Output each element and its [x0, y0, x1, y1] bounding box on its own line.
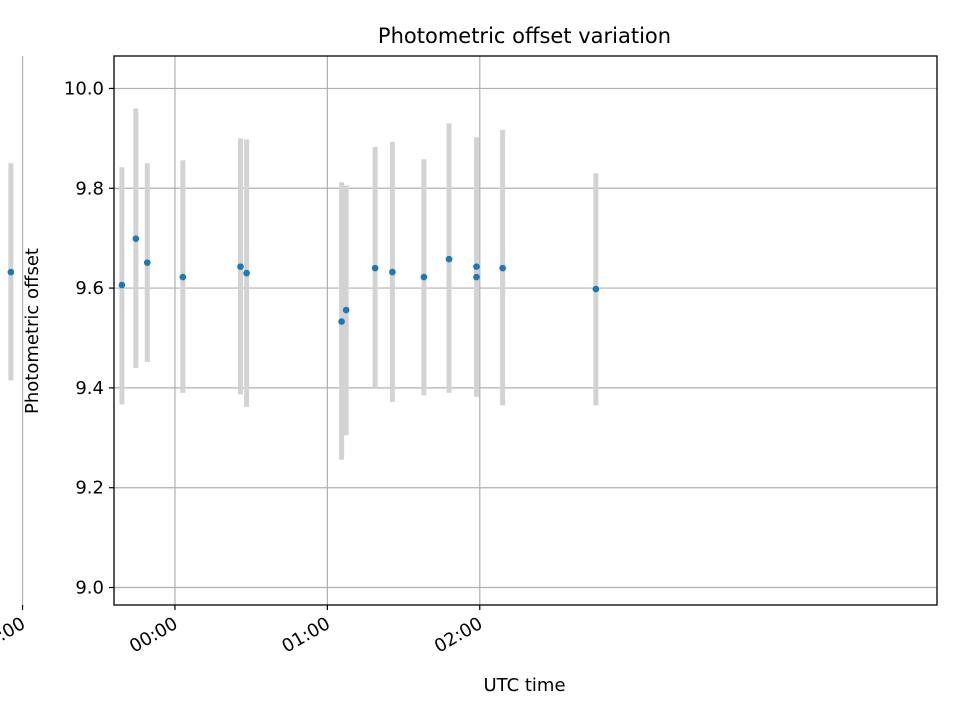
data-point	[371, 264, 379, 272]
data-point	[7, 268, 15, 276]
y-axis-title: Photometric offset	[22, 248, 43, 414]
y-tick-label: 9.6	[75, 278, 104, 299]
x-tick-label: 01:00	[278, 613, 333, 657]
y-tick-label: 10.0	[64, 78, 104, 99]
data-point	[118, 281, 126, 289]
data-point	[473, 263, 480, 270]
data-point	[143, 259, 151, 266]
x-axis-title: UTC time	[483, 675, 565, 696]
data-point	[389, 268, 396, 276]
data-point	[592, 285, 600, 293]
chart-title: Photometric offset variation	[378, 24, 671, 48]
data-point	[473, 273, 480, 281]
data-point	[499, 264, 506, 272]
data-points	[7, 235, 600, 325]
plot-frame	[113, 55, 938, 606]
data-point	[420, 273, 428, 281]
grid-lines	[21, 56, 937, 605]
y-tick-label: 9.0	[75, 578, 104, 599]
data-point	[237, 263, 244, 270]
data-point	[338, 318, 345, 325]
data-point	[342, 306, 350, 314]
y-tick-label: 9.2	[75, 478, 104, 499]
y-tick-label: 9.8	[75, 178, 104, 199]
data-point	[445, 255, 453, 263]
data-point	[132, 235, 140, 242]
error-bars	[8, 108, 599, 460]
data-point	[243, 269, 250, 277]
x-tick-label: 00:00	[126, 613, 181, 657]
y-tick-label: 9.4	[75, 378, 104, 399]
x-tick-label: 02:00	[431, 613, 486, 657]
y-axis-ticks: 9.0 9.2 9.4 9.6 9.8 10.0	[64, 78, 114, 599]
x-tick-label: 23:00	[0, 613, 29, 657]
data-point	[179, 273, 187, 281]
